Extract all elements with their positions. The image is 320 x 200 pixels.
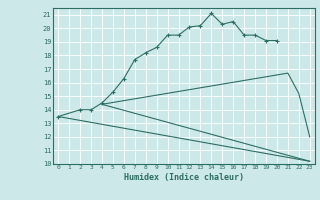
X-axis label: Humidex (Indice chaleur): Humidex (Indice chaleur) [124,173,244,182]
